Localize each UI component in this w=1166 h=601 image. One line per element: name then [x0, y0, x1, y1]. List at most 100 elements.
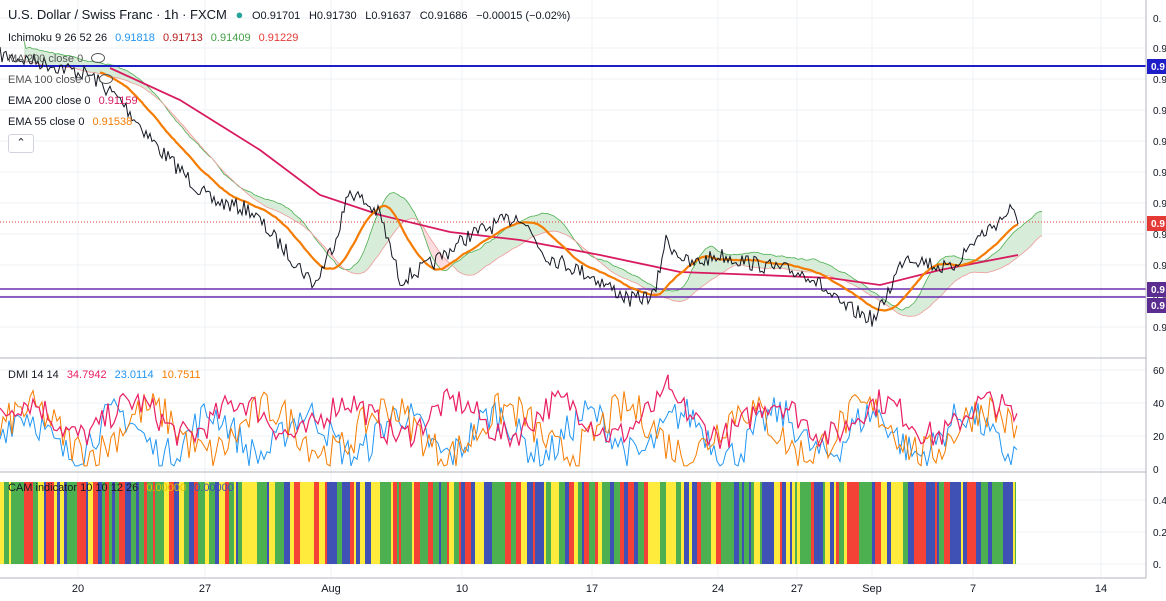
- cam-bar: [391, 482, 393, 564]
- symbol-header: U.S. Dollar / Swiss Franc · 1h · FXCM ● …: [8, 8, 575, 23]
- cloud-segment: [790, 257, 792, 271]
- cam-bar: [475, 482, 479, 564]
- cam-bar: [544, 482, 546, 564]
- minus-di-line: [0, 389, 1018, 468]
- cam-bar: [354, 482, 356, 564]
- cloud-segment: [634, 275, 636, 284]
- cam-bar: [71, 482, 77, 564]
- cam-legend[interactable]: CAM indicator 10 10 12 26 0.00000 0.0000…: [8, 481, 239, 495]
- cam-bar: [634, 482, 638, 564]
- cloud-segment: [58, 53, 60, 67]
- cloud-segment: [670, 290, 672, 301]
- cloud-segment: [46, 51, 48, 66]
- cloud-segment: [832, 266, 834, 278]
- cam-bar: [1010, 482, 1013, 564]
- ichimoku-legend[interactable]: Ichimoku 9 26 52 26 0.91818 0.91713 0.91…: [8, 31, 303, 45]
- cam-bar: [397, 482, 399, 564]
- cloud-segment: [1036, 212, 1038, 241]
- cloud-segment: [812, 258, 814, 273]
- ema200-legend[interactable]: EMA 200 close 0 0.91159: [8, 94, 143, 108]
- cam-bar: [179, 482, 182, 564]
- cam-bar: [614, 482, 620, 564]
- grid: [0, 0, 1146, 578]
- cloud-segment: [550, 214, 552, 232]
- cam-bar: [115, 482, 119, 564]
- cloud-segment: [716, 249, 718, 278]
- price-tick-label: 0.9: [1153, 230, 1166, 241]
- ema55-legend[interactable]: EMA 55 close 0 0.91538: [8, 115, 137, 129]
- cloud-segment: [966, 259, 968, 276]
- cam-bar: [159, 482, 164, 564]
- cam-bar: [511, 482, 514, 564]
- cloud-segment: [968, 259, 970, 274]
- cloud-segment: [782, 255, 784, 269]
- cam-bar: [582, 482, 584, 564]
- cloud-segment: [824, 263, 826, 276]
- cam-bar: [4, 482, 9, 564]
- cam-bar: [970, 482, 976, 564]
- cloud-segment: [98, 62, 100, 74]
- cam-bar: [300, 482, 306, 564]
- ema100-legend[interactable]: EMA 100 close 0: [8, 73, 118, 87]
- cloud-segment: [818, 260, 820, 274]
- cam-label: CAM indicator 10 10 12 26: [8, 482, 139, 494]
- cloud-segment: [468, 252, 470, 276]
- cam-bar: [1015, 482, 1016, 564]
- cloud-segment: [556, 217, 558, 232]
- cam-bar: [433, 482, 439, 564]
- time-tick-label: 24: [712, 583, 724, 595]
- time-tick-label: 27: [199, 583, 211, 595]
- price-badge: [1147, 59, 1166, 74]
- cam-bar: [27, 482, 33, 564]
- cam-bar: [54, 482, 57, 564]
- cam-bar: [80, 482, 86, 564]
- cam-bar: [231, 482, 234, 564]
- dmi-legend[interactable]: DMI 14 14 34.7942 23.0114 10.7511: [8, 368, 206, 382]
- cloud-segment: [678, 289, 680, 302]
- cloud-segment: [286, 207, 288, 217]
- cam-bar: [377, 482, 380, 564]
- price-tick-label: 0.9: [1153, 168, 1166, 179]
- cam-bar: [751, 482, 754, 564]
- cloud-segment: [502, 230, 504, 256]
- cam-bar: [254, 482, 257, 564]
- cloud-segment: [814, 258, 816, 273]
- cloud-segment: [616, 266, 618, 276]
- dmi-tick-label: 40: [1153, 399, 1165, 410]
- cloud-segment: [916, 296, 918, 316]
- cam-bar: [514, 482, 516, 564]
- cloud-segment: [498, 233, 500, 259]
- cam-bar: [229, 482, 231, 564]
- eye-hidden-icon[interactable]: [91, 53, 106, 63]
- cam-bar: [624, 482, 628, 564]
- cloud-segment: [906, 307, 908, 317]
- cloud-segment: [356, 262, 358, 274]
- cloud-segment: [30, 47, 32, 63]
- cloud-segment: [506, 227, 508, 254]
- cloud-segment: [1038, 211, 1040, 239]
- cloud-segment: [840, 271, 842, 280]
- cloud-segment: [368, 234, 370, 269]
- cam-bar: [11, 482, 17, 564]
- cloud-segment: [870, 290, 872, 297]
- cam-bar: [360, 482, 365, 564]
- ma200-legend[interactable]: MA 200 close 0: [8, 52, 110, 66]
- dmi-v2: 23.0114: [114, 369, 154, 381]
- cam-tick-label: 0.4: [1153, 496, 1166, 507]
- cam-bar: [754, 482, 757, 564]
- price-tick-label: 0.9: [1153, 75, 1166, 86]
- cam-bar: [414, 482, 420, 564]
- cam-bar: [147, 482, 153, 564]
- cam-bar: [325, 482, 327, 564]
- collapse-legend-button[interactable]: ⌃: [8, 134, 34, 153]
- cam-bar: [337, 482, 342, 564]
- cloud-segment: [500, 232, 502, 257]
- price-badge: [1147, 216, 1166, 231]
- cloud-segment: [772, 254, 774, 269]
- cloud-segment: [628, 272, 630, 281]
- eye-hidden-icon[interactable]: [98, 74, 113, 84]
- cam-bar: [914, 482, 917, 564]
- cloud-segment: [986, 258, 988, 273]
- cloud-segment: [1010, 234, 1012, 264]
